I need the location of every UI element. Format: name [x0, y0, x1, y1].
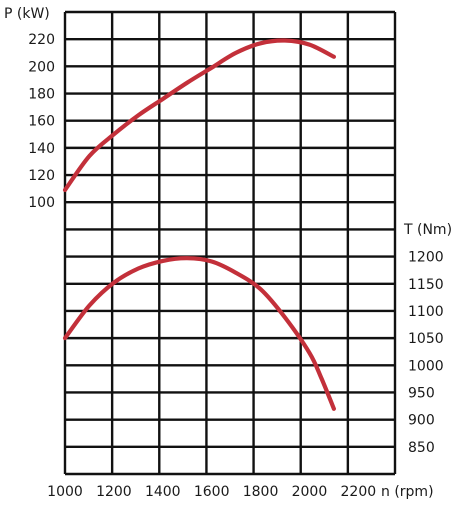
curves	[62, 38, 336, 411]
power-tick-label: 160	[28, 114, 55, 130]
power-axis-title: P (kW)	[4, 6, 50, 22]
power-tick-label: 180	[28, 87, 55, 103]
torque-tick-label: 1150	[408, 277, 444, 293]
torque-tick-label: 1050	[408, 331, 444, 347]
torque-axis-title: T (Nm)	[403, 222, 452, 238]
power-tick-label: 220	[28, 32, 55, 48]
x-tick-label: 2200	[341, 484, 377, 500]
x-tick-label: 1000	[47, 484, 83, 500]
x-tick-label: 1200	[96, 484, 132, 500]
power-tick-label: 100	[28, 195, 55, 211]
torque-tick-label: 1200	[408, 250, 444, 266]
torque-curve	[62, 256, 336, 411]
power-curve	[62, 38, 336, 193]
power-tick-label: 140	[28, 141, 55, 157]
torque-tick-label: 850	[408, 440, 435, 456]
power-tick-label: 120	[28, 168, 55, 184]
x-tick-label: 2000	[292, 484, 328, 500]
torque-tick-label: 1100	[408, 304, 444, 320]
torque-tick-label: 900	[408, 413, 435, 429]
torque-tick-label: 1000	[408, 358, 444, 374]
grid	[63, 10, 397, 476]
labels: P (kW) T (Nm) n (rpm) 1000 1200 1400 1600 18…	[4, 6, 452, 500]
x-tick-label: 1600	[194, 484, 230, 500]
x-tick-label: 1400	[145, 484, 181, 500]
torque-tick-label: 950	[408, 385, 435, 401]
power-tick-label: 200	[28, 59, 55, 75]
x-axis-title: n (rpm)	[381, 484, 434, 500]
x-tick-label: 1800	[243, 484, 279, 500]
